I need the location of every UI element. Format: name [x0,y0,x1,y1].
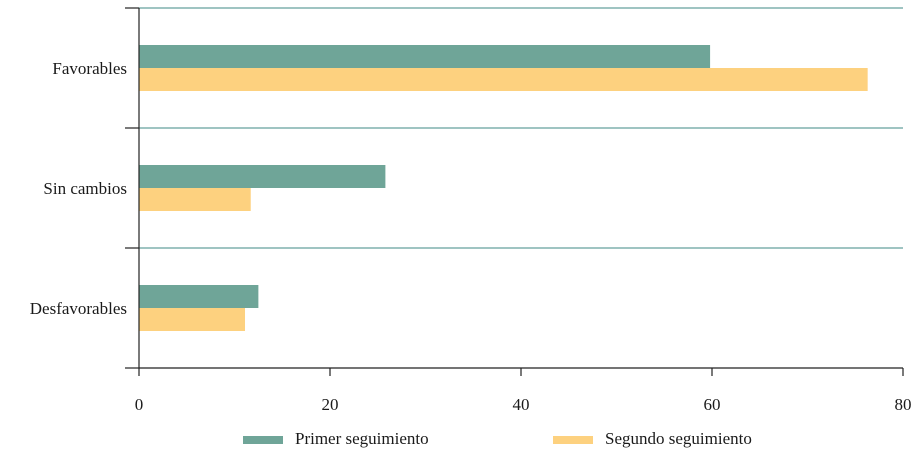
axes [125,7,904,376]
x-tick-labels: 0 20 40 60 80 [135,395,912,414]
bar-segundo-2 [139,308,246,331]
legend-label: Segundo seguimiento [605,429,752,448]
category-label: Sin cambios [43,179,127,198]
x-tick-label: 20 [322,395,339,414]
category-labels: Favorables Sin cambios Desfavorables [30,59,127,318]
x-tick-label: 80 [895,395,912,414]
legend-swatch [243,436,283,444]
legend-swatch [553,436,593,444]
bar-segundo-1 [139,188,251,211]
bar-primer-0 [139,45,711,68]
x-tick-label: 40 [513,395,530,414]
bar-group [139,45,868,331]
bar-segundo-0 [139,68,868,91]
x-tick-label: 60 [704,395,721,414]
bar-primer-1 [139,165,386,188]
legend: Primer seguimiento Segundo seguimiento [243,429,752,448]
category-separators [139,7,903,249]
bar-primer-2 [139,285,259,308]
category-label: Favorables [52,59,127,78]
x-tick-label: 0 [135,395,144,414]
category-label: Desfavorables [30,299,127,318]
legend-label: Primer seguimiento [295,429,429,448]
